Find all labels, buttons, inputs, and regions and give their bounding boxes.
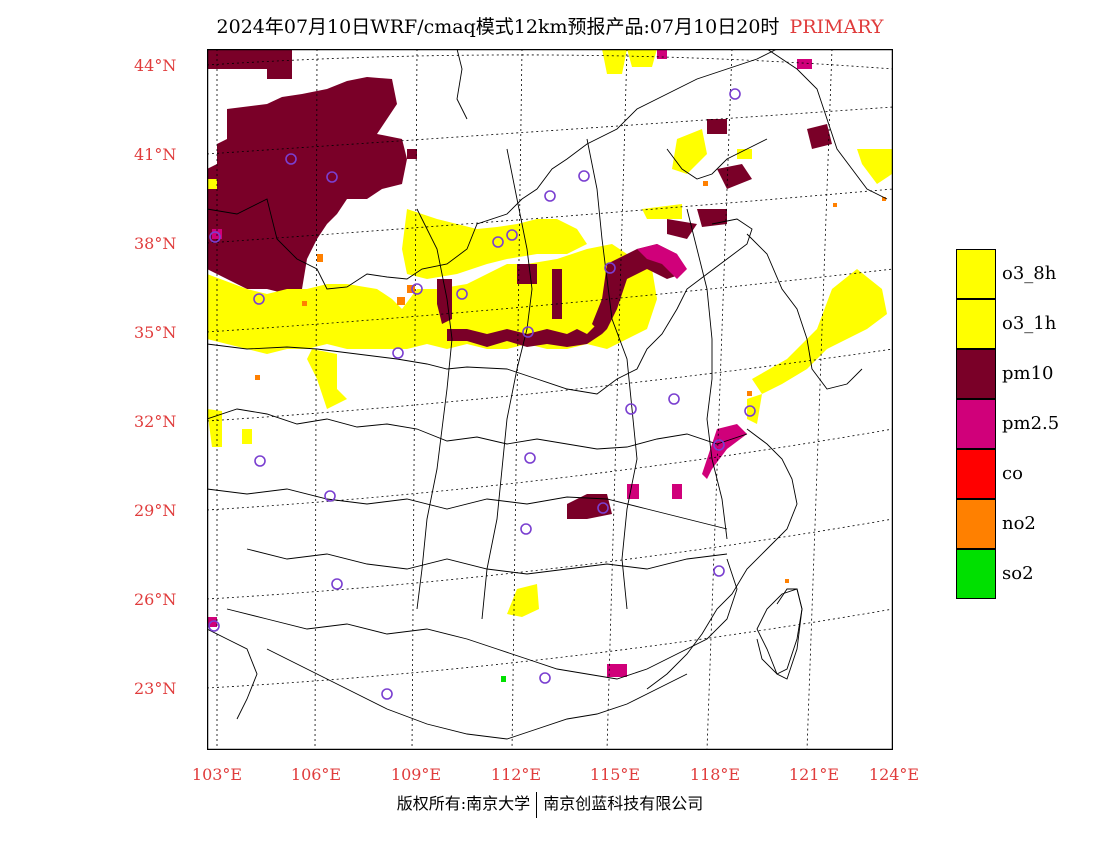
boundary-lines (207, 49, 888, 740)
legend-item-no2: no2 (956, 499, 1096, 549)
copyright-left: 版权所有:南京大学 (396, 794, 531, 813)
legend-swatch-o3-1h (956, 299, 996, 349)
lat-label-38: 38°N (134, 234, 177, 253)
lon-label-103: 103°E (191, 765, 243, 784)
lon-label-115: 115°E (589, 765, 641, 784)
lon-label-106: 106°E (290, 765, 342, 784)
forecast-map (207, 49, 893, 750)
map-title: 2024年07月10日WRF/cmaq模式12km预报产品:07月10日20时 P… (0, 12, 1100, 39)
lon-label-124: 124°E (868, 765, 920, 784)
map-frame (207, 49, 893, 750)
title-tag: PRIMARY (789, 16, 884, 38)
lat-label-32: 32°N (134, 412, 177, 431)
lat-label-29: 29°N (134, 501, 177, 520)
lat-label-41: 41°N (134, 145, 177, 164)
legend-label-o3-8h: o3_8h (1002, 263, 1057, 284)
copyright-footer: 版权所有:南京大学 南京创蓝科技有限公司 (0, 790, 1100, 818)
legend-label-pm10: pm10 (1002, 363, 1054, 384)
legend-swatch-no2 (956, 499, 996, 549)
legend-label-so2: so2 (1002, 563, 1034, 584)
legend-item-co: co (956, 449, 1096, 499)
legend-swatch-o3-8h (956, 249, 996, 299)
legend-item-o3-1h: o3_1h (956, 299, 1096, 349)
lat-label-44: 44°N (134, 56, 177, 75)
legend-label-pm25: pm2.5 (1002, 413, 1060, 434)
footer-separator (536, 791, 538, 818)
legend-swatch-co (956, 449, 996, 499)
legend-item-pm10: pm10 (956, 349, 1096, 399)
o3-band (207, 49, 892, 617)
legend-item-pm25: pm2.5 (956, 399, 1096, 449)
lon-label-112: 112°E (490, 765, 542, 784)
title-main: 2024年07月10日WRF/cmaq模式12km预报产品:07月10日20时 (216, 16, 780, 38)
lon-label-118: 118°E (689, 765, 741, 784)
legend-label-no2: no2 (1002, 513, 1036, 534)
minor-pollutant-dots (255, 181, 886, 682)
lon-label-109: 109°E (390, 765, 442, 784)
graticule-lines (207, 49, 893, 750)
lat-label-23: 23°N (134, 679, 177, 698)
lat-label-26: 26°N (134, 590, 177, 609)
station-circles (208, 88, 756, 700)
legend-swatch-pm25 (956, 399, 996, 449)
lon-label-121: 121°E (788, 765, 840, 784)
taiwan-outline (756, 588, 803, 680)
legend-item-o3-8h: o3_8h (956, 249, 1096, 299)
legend-swatch-so2 (956, 549, 996, 599)
legend-item-so2: so2 (956, 549, 1096, 599)
legend-swatch-pm10 (956, 349, 996, 399)
legend-label-o3-1h: o3_1h (1002, 313, 1057, 334)
legend-label-co: co (1002, 463, 1023, 484)
lat-label-35: 35°N (134, 323, 177, 342)
copyright-right: 南京创蓝科技有限公司 (543, 794, 704, 813)
